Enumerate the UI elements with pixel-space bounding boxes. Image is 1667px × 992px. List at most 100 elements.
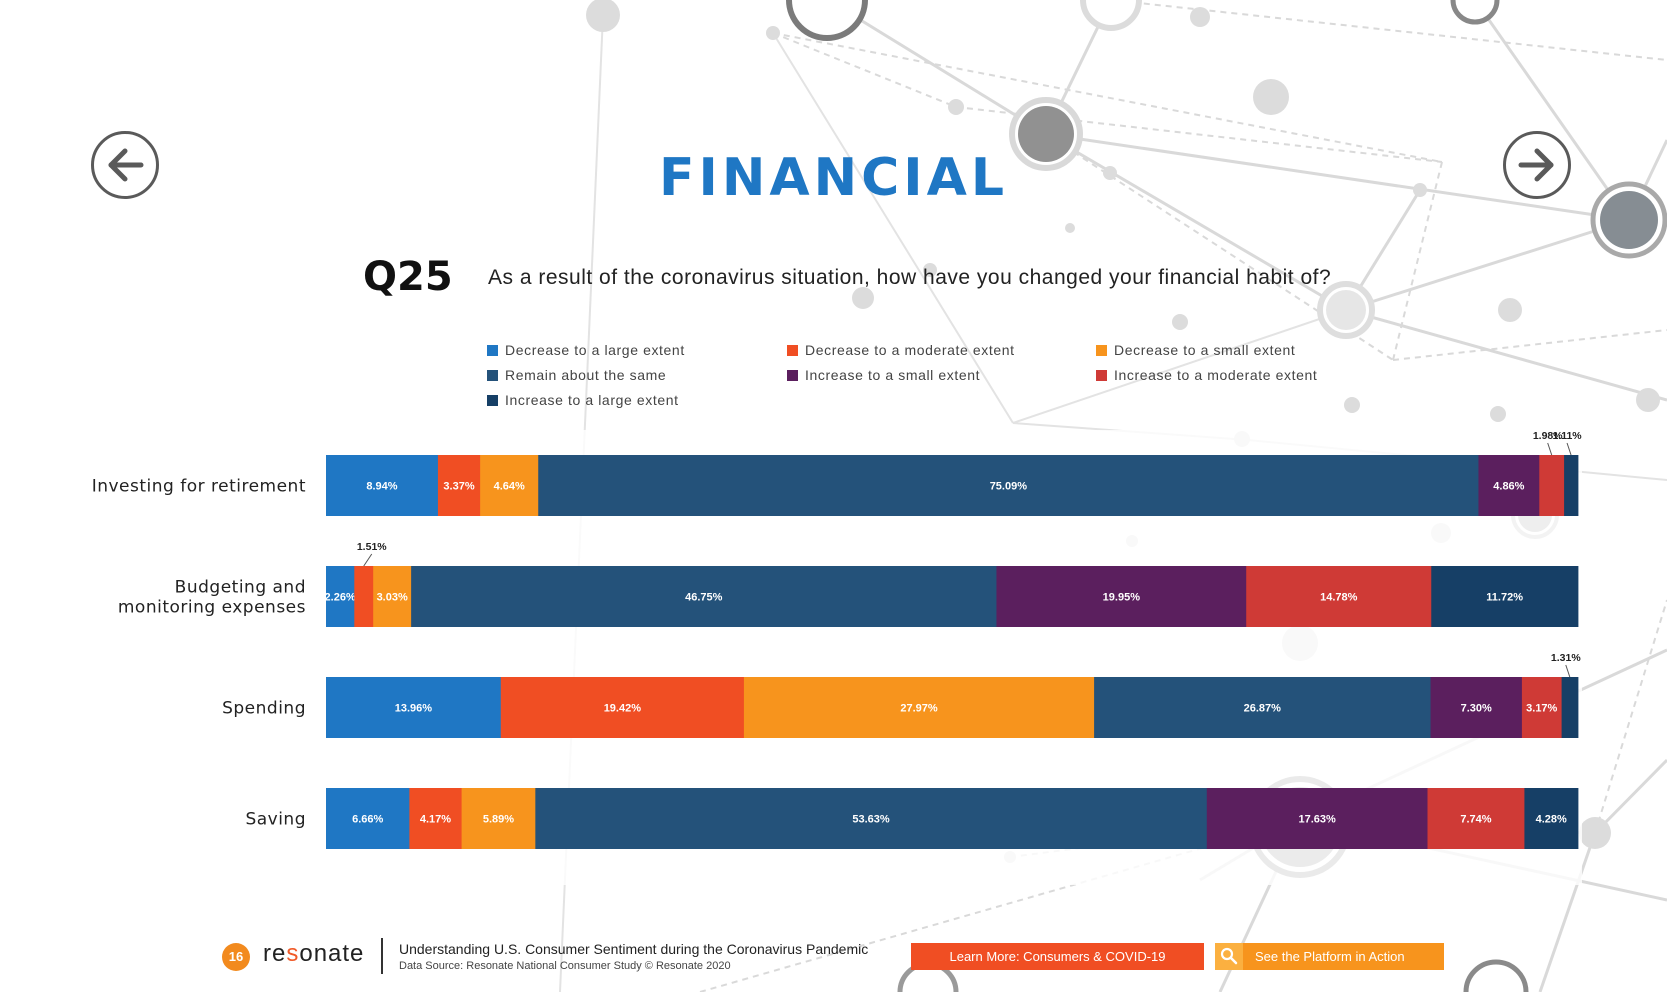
data-label-leader <box>363 553 373 567</box>
data-label: 19.95% <box>1103 592 1141 604</box>
learn-more-button[interactable]: Learn More: Consumers & COVID-19 <box>911 943 1204 970</box>
see-platform-label: See the Platform in Action <box>1255 949 1405 964</box>
category-label: Spending <box>222 699 306 719</box>
bar-segment <box>743 677 1095 738</box>
bar-segment <box>500 677 745 738</box>
bar-segment <box>1430 677 1523 738</box>
legend-item: Remain about the same <box>487 367 666 383</box>
category-label: Investing for retirement <box>92 477 306 497</box>
legend-label: Decrease to a moderate extent <box>805 342 1015 358</box>
data-label: 11.72% <box>1486 592 1523 604</box>
bar-segment <box>1478 455 1540 516</box>
bar-segment <box>1206 788 1428 849</box>
legend-label: Decrease to a large extent <box>505 342 685 358</box>
data-label: 7.30% <box>1461 703 1492 715</box>
legend-label: Remain about the same <box>505 367 667 383</box>
question-text: As a result of the coronavirus situation… <box>488 266 1332 289</box>
data-label: 53.63% <box>852 814 890 826</box>
legend-item: Decrease to a large extent <box>487 342 685 358</box>
data-label: 14.78% <box>1320 592 1358 604</box>
legend-label: Increase to a large extent <box>505 392 679 408</box>
data-label: 1.31% <box>1551 652 1581 664</box>
data-label: 5.89% <box>483 814 514 826</box>
legend-swatch <box>1096 370 1107 381</box>
legend-swatch <box>487 370 498 381</box>
bar-segment <box>437 455 481 516</box>
bar-segment <box>1246 566 1432 627</box>
bar-segment <box>1539 455 1565 516</box>
data-label: 3.03% <box>377 592 408 604</box>
data-label: 6.66% <box>352 814 383 826</box>
footer-divider <box>381 938 383 974</box>
data-label: 1.11% <box>1552 430 1582 442</box>
bar-segment <box>1524 788 1579 849</box>
data-label: 27.97% <box>900 703 938 715</box>
data-label: 75.09% <box>990 481 1028 493</box>
legend-swatch <box>487 395 498 406</box>
arrow-right-icon <box>1518 148 1554 182</box>
legend-swatch <box>1096 345 1107 356</box>
legend-item: Increase to a small extent <box>787 367 980 383</box>
bar-segment <box>1561 677 1579 738</box>
data-label: 46.75% <box>685 592 723 604</box>
bar-segment <box>1564 455 1579 516</box>
bar-segment <box>326 566 355 627</box>
data-label: 13.96% <box>395 703 433 715</box>
data-label: 4.86% <box>1493 481 1524 493</box>
footer-data-source: Data Source: Resonate National Consumer … <box>399 960 731 972</box>
previous-page-button[interactable] <box>91 131 159 199</box>
data-label: 4.64% <box>494 481 525 493</box>
data-label: 26.87% <box>1244 703 1282 715</box>
bar-segment <box>1094 677 1431 738</box>
bar-segment <box>326 455 439 516</box>
arrow-left-icon <box>108 148 144 182</box>
bar-segment <box>411 566 997 627</box>
data-label: 7.74% <box>1460 814 1491 826</box>
bar-segment <box>480 455 539 516</box>
data-label: 8.94% <box>366 481 397 493</box>
data-label-leader <box>1565 664 1571 678</box>
data-label: 19.42% <box>604 703 642 715</box>
bar-segment <box>326 788 410 849</box>
bar-segment <box>461 788 536 849</box>
bar-segment <box>354 566 374 627</box>
legend-label: Decrease to a small extent <box>1114 342 1296 358</box>
data-label-leader <box>1547 442 1553 456</box>
bar-segment <box>1431 566 1579 627</box>
data-label: 3.17% <box>1526 703 1557 715</box>
page-number-badge: 16 <box>222 943 250 971</box>
bar-segment <box>1427 788 1525 849</box>
page-title: FINANCIAL <box>658 148 1009 208</box>
bar-segment <box>996 566 1247 627</box>
data-label: 1.98% <box>1533 430 1563 442</box>
bar-segment <box>535 788 1208 849</box>
footer-report-title: Understanding U.S. Consumer Sentiment du… <box>399 941 869 957</box>
next-page-button[interactable] <box>1503 131 1571 199</box>
data-label: 3.37% <box>443 481 474 493</box>
data-label: 4.17% <box>420 814 451 826</box>
bar-segment <box>538 455 1479 516</box>
bar-segment <box>373 566 412 627</box>
magnifier-icon <box>1215 943 1243 970</box>
legend-item: Decrease to a moderate extent <box>787 342 1015 358</box>
category-label: Saving <box>245 810 306 830</box>
data-label-leader <box>1566 442 1572 456</box>
bar-segment <box>409 788 462 849</box>
data-label: 17.63% <box>1298 814 1336 826</box>
category-label: Budgeting and <box>175 578 306 598</box>
legend-swatch <box>787 370 798 381</box>
legend-swatch <box>787 345 798 356</box>
data-label: 2.26% <box>325 592 356 604</box>
data-label: 4.28% <box>1536 814 1567 826</box>
legend-item: Decrease to a small extent <box>1096 342 1295 358</box>
legend-item: Increase to a moderate extent <box>1096 367 1317 383</box>
see-platform-button[interactable]: See the Platform in Action <box>1215 943 1444 970</box>
data-label: 1.51% <box>357 541 387 553</box>
legend-item: Increase to a large extent <box>487 392 679 408</box>
question-number: Q25 <box>363 254 453 300</box>
legend-label: Increase to a small extent <box>805 367 981 383</box>
legend-swatch <box>487 345 498 356</box>
bar-segment <box>326 677 502 738</box>
legend-label: Increase to a moderate extent <box>1114 367 1318 383</box>
